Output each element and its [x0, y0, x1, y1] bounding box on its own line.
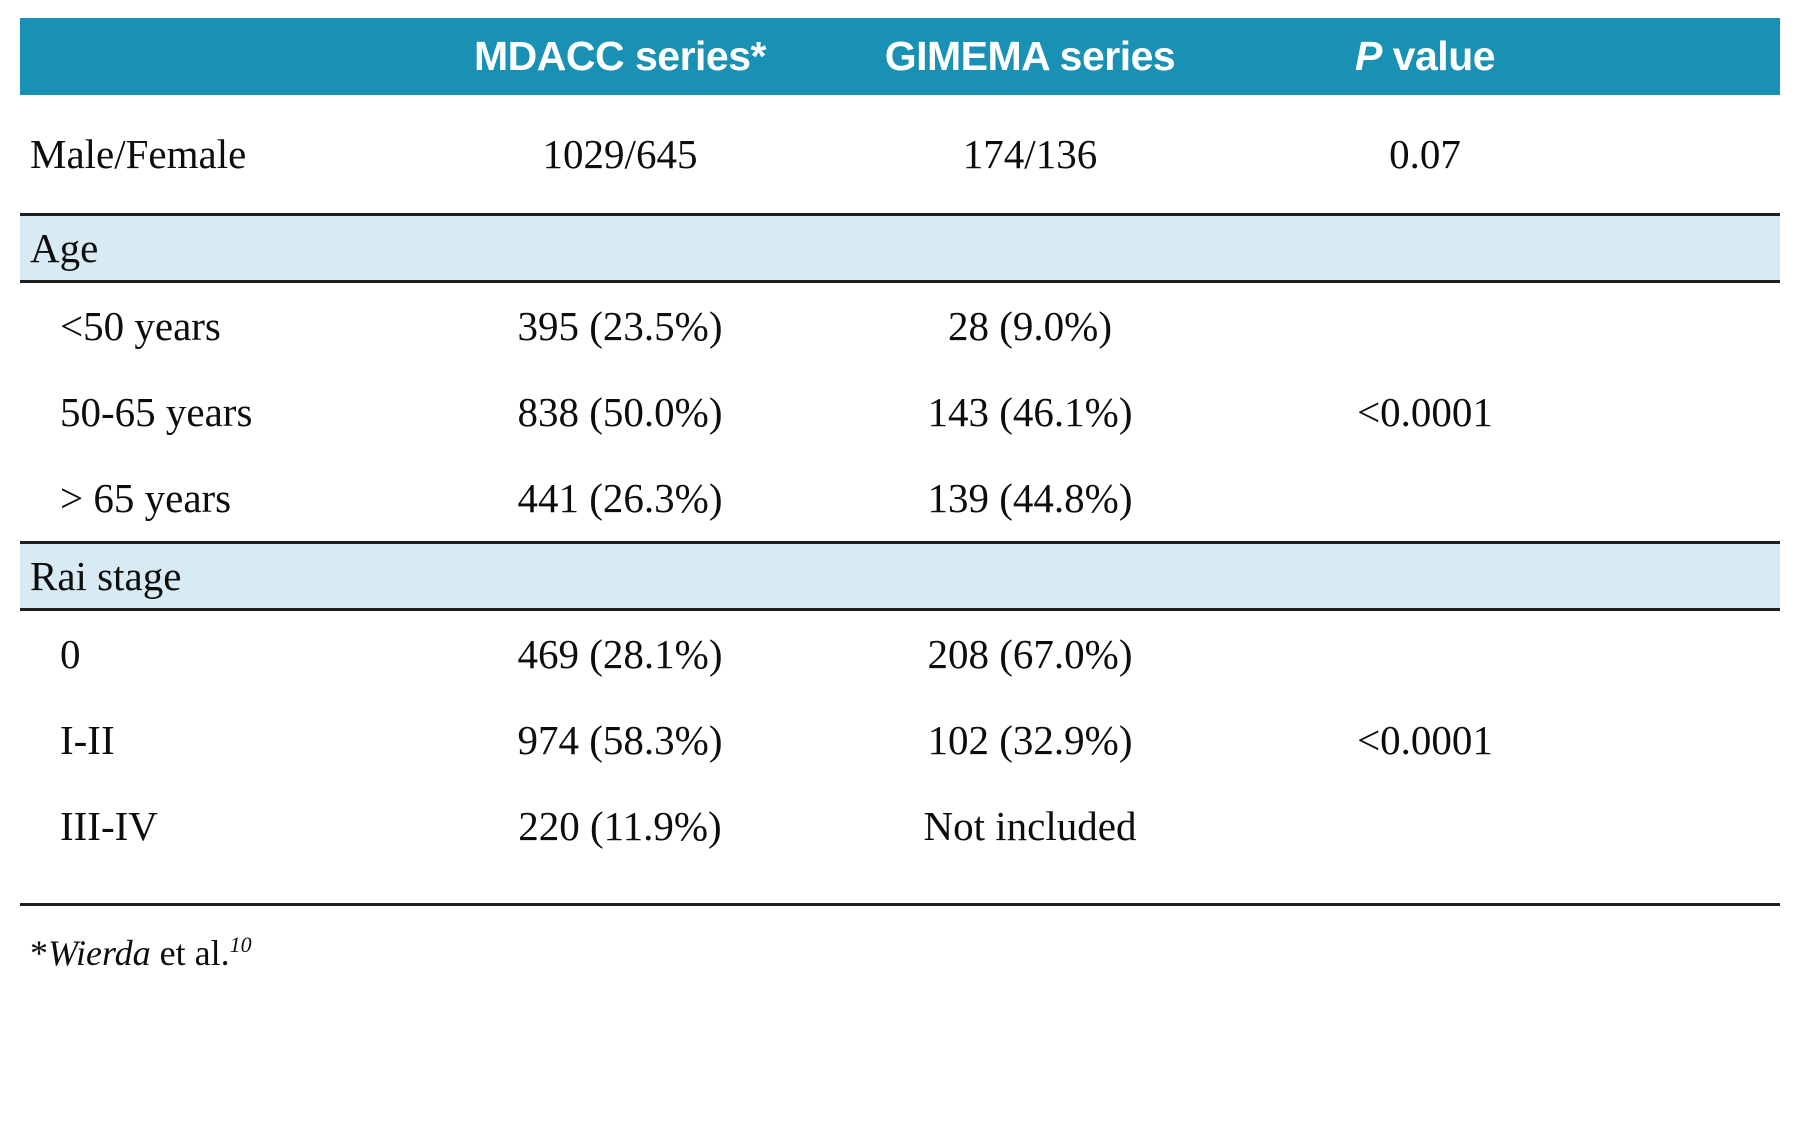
- row-label: > 65 years: [60, 475, 232, 521]
- section-label: Age: [30, 225, 99, 271]
- mdacc-value: 220 (11.9%): [518, 803, 722, 849]
- paper-table-page: MDACC series* GIMEMA series P value Male…: [20, 18, 1780, 974]
- bottom-rule: [20, 903, 1780, 906]
- section-header-age: Age: [20, 213, 1780, 283]
- p-value: <0.0001: [1357, 389, 1493, 435]
- gimema-value: 174/136: [962, 131, 1098, 177]
- mdacc-value: 838 (50.0%): [517, 389, 723, 435]
- gimema-value: 139 (44.8%): [927, 475, 1133, 521]
- mdacc-value: 469 (28.1%): [517, 631, 723, 677]
- footnote-etal: et al.: [150, 933, 230, 973]
- col-header-mdacc: MDACC series*: [474, 33, 767, 79]
- table-row-rai-0: 0 469 (28.1%) 208 (67.0%): [20, 611, 1780, 697]
- table-row-age-lt50: <50 years 395 (23.5%) 28 (9.0%): [20, 283, 1780, 369]
- gimema-value: 143 (46.1%): [927, 389, 1133, 435]
- gimema-value: 102 (32.9%): [927, 717, 1133, 763]
- table-header-row: MDACC series* GIMEMA series P value: [20, 18, 1780, 95]
- table-row-rai-3-4: III-IV 220 (11.9%) Not included: [20, 783, 1780, 869]
- table-row-male-female: Male/Female 1029/645 174/136 0.07: [20, 95, 1780, 213]
- mdacc-value: 441 (26.3%): [517, 475, 723, 521]
- row-label: <50 years: [60, 303, 221, 349]
- row-label: 0: [60, 631, 81, 677]
- section-header-rai-stage: Rai stage: [20, 541, 1780, 611]
- col-header-gimema: GIMEMA series: [884, 33, 1176, 79]
- gimema-value: Not included: [923, 803, 1137, 849]
- gimema-value: 28 (9.0%): [948, 303, 1112, 349]
- row-label: I-II: [60, 717, 115, 763]
- p-value-rest: value: [1381, 33, 1496, 79]
- p-value: 0.07: [1389, 131, 1461, 177]
- p-value: <0.0001: [1357, 717, 1493, 763]
- p-value-italic-p: P: [1354, 33, 1382, 79]
- row-label: III-IV: [60, 803, 158, 849]
- row-label: Male/Female: [30, 131, 247, 177]
- table-row-rai-1-2: I-II 974 (58.3%) 102 (32.9%) <0.0001: [20, 697, 1780, 783]
- mdacc-value: 1029/645: [542, 131, 698, 177]
- section-label: Rai stage: [30, 553, 182, 599]
- footnote-reference-number: 10: [229, 932, 252, 957]
- footnote-author: Wierda: [48, 933, 151, 973]
- row-label: 50-65 years: [60, 389, 253, 435]
- gimema-value: 208 (67.0%): [927, 631, 1133, 677]
- col-header-pvalue: P value: [1270, 33, 1780, 80]
- table-row-age-gt65: > 65 years 441 (26.3%) 139 (44.8%): [20, 455, 1780, 541]
- footnote: *Wierda et al.10: [20, 906, 1780, 974]
- table-row-age-50-65: 50-65 years 838 (50.0%) 143 (46.1%) <0.0…: [20, 369, 1780, 455]
- mdacc-value: 974 (58.3%): [517, 717, 723, 763]
- footnote-asterisk: *: [30, 933, 48, 973]
- mdacc-value: 395 (23.5%): [517, 303, 723, 349]
